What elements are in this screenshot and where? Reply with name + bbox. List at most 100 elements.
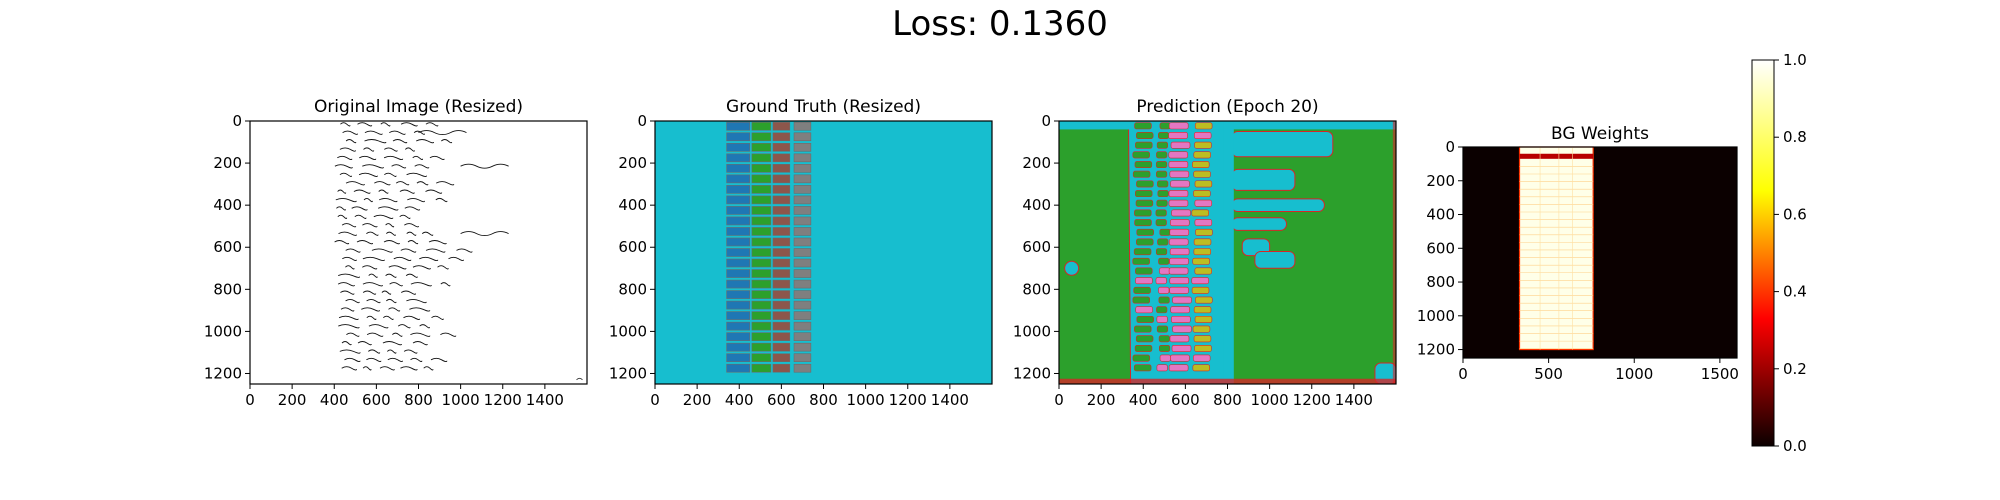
pred-cell: [1170, 141, 1191, 149]
y-tick-label: 1000: [1013, 322, 1051, 340]
handwriting-stroke: [389, 130, 406, 135]
x-tick-label: 600: [767, 391, 796, 409]
gt-cell: [751, 237, 772, 247]
pred-cell: [1193, 190, 1211, 198]
pred-cell: [1192, 354, 1211, 362]
gt-cell: [793, 121, 812, 131]
handwriting-stroke: [404, 223, 420, 228]
pred-cell: [1135, 267, 1153, 275]
handwriting-stroke: [400, 366, 418, 371]
pred-cell: [1156, 141, 1168, 149]
image-bgweights-bg: [1463, 147, 1737, 358]
pred-cell: [1194, 219, 1213, 227]
gt-cell: [793, 206, 812, 215]
image-ground-truth-bg: [655, 121, 992, 384]
gt-cell: [772, 279, 791, 289]
pred-cell: [1170, 180, 1190, 188]
handwriting-stroke: [385, 273, 397, 278]
gt-cell: [793, 258, 812, 268]
x-tick-label: 1200: [1293, 391, 1331, 409]
gt-cell: [726, 279, 751, 289]
pred-blob: [1231, 217, 1287, 231]
x-tick-label: 1400: [526, 391, 564, 409]
pred-cell: [1158, 344, 1171, 352]
x-tick-label: 200: [278, 391, 307, 409]
gt-cell: [793, 195, 812, 205]
gt-cell: [751, 216, 772, 226]
pred-edge: [1392, 121, 1396, 384]
gt-cell: [772, 248, 791, 257]
gt-cell: [726, 332, 751, 341]
pred-cell: [1168, 161, 1189, 169]
handwriting-stroke: [341, 223, 357, 228]
pred-cell: [1169, 257, 1189, 265]
pred-cell: [1195, 228, 1213, 236]
pred-cell: [1193, 238, 1212, 246]
handwriting-stroke: [428, 240, 447, 245]
gt-cell: [751, 227, 772, 236]
gt-cell: [726, 174, 751, 184]
handwriting-stroke: [576, 377, 583, 381]
y-tick-label: 1200: [609, 364, 647, 382]
pred-cell: [1157, 132, 1170, 139]
pred-cell: [1136, 315, 1154, 323]
handwriting-stroke: [407, 197, 425, 203]
gt-cell: [751, 279, 772, 289]
x-tick-label: 0: [650, 391, 660, 409]
handwriting-stroke: [337, 214, 348, 219]
pred-cell: [1133, 248, 1152, 256]
handwriting-stroke: [392, 139, 408, 144]
pred-cell: [1134, 161, 1153, 169]
gt-cell: [751, 332, 772, 341]
axes-frame: [1462, 146, 1738, 359]
gt-cell: [751, 153, 772, 163]
handwriting-stroke: [335, 197, 357, 203]
gt-cell: [726, 164, 751, 173]
handwriting-stroke: [363, 147, 375, 152]
gt-cell: [793, 279, 812, 289]
gt-cell: [793, 290, 812, 299]
gt-cell: [726, 121, 751, 131]
handwriting-stroke: [406, 298, 427, 304]
handwriting-stroke: [384, 172, 397, 177]
handwriting-stroke: [400, 248, 417, 253]
handwriting-stroke: [389, 282, 403, 287]
handwriting-stroke: [416, 181, 429, 186]
gt-cell: [793, 132, 812, 142]
handwriting-stroke: [382, 341, 402, 346]
handwriting-stroke: [371, 248, 393, 253]
gt-cell: [772, 363, 791, 373]
handwriting-stroke: [429, 155, 445, 161]
x-tick-label: 400: [725, 391, 754, 409]
gt-cell: [772, 153, 791, 163]
handwriting-stroke: [421, 231, 434, 236]
gt-cell: [726, 237, 751, 247]
x-tick-label: 1400: [931, 391, 969, 409]
handwriting-stroke: [366, 231, 379, 236]
y-tick-label: 800: [618, 280, 647, 298]
y-tick-label: 1000: [204, 322, 242, 340]
handwriting-stroke: [339, 172, 353, 177]
handwriting-stroke: [385, 298, 397, 304]
gt-cell: [726, 132, 751, 142]
y-tick-label: 0: [232, 112, 242, 130]
pred-cell: [1168, 364, 1189, 372]
handwriting-stroke: [334, 240, 350, 245]
gt-cell: [751, 248, 772, 257]
handwriting-stroke: [357, 341, 372, 346]
gt-cell: [793, 311, 812, 320]
handwriting-stroke: [368, 349, 381, 354]
gt-cell: [751, 311, 772, 320]
pred-cell: [1170, 306, 1190, 314]
pred-cell: [1158, 257, 1170, 265]
gt-cell: [793, 332, 812, 341]
handwriting-stroke: [386, 349, 397, 354]
pred-cell: [1156, 170, 1168, 178]
gt-cell: [793, 185, 812, 194]
gt-cell: [793, 363, 812, 373]
pred-cell: [1158, 286, 1170, 294]
x-tick-label: 800: [404, 391, 433, 409]
handwriting-stroke: [406, 231, 417, 236]
pred-cell: [1192, 257, 1210, 265]
gt-cell: [751, 258, 772, 268]
